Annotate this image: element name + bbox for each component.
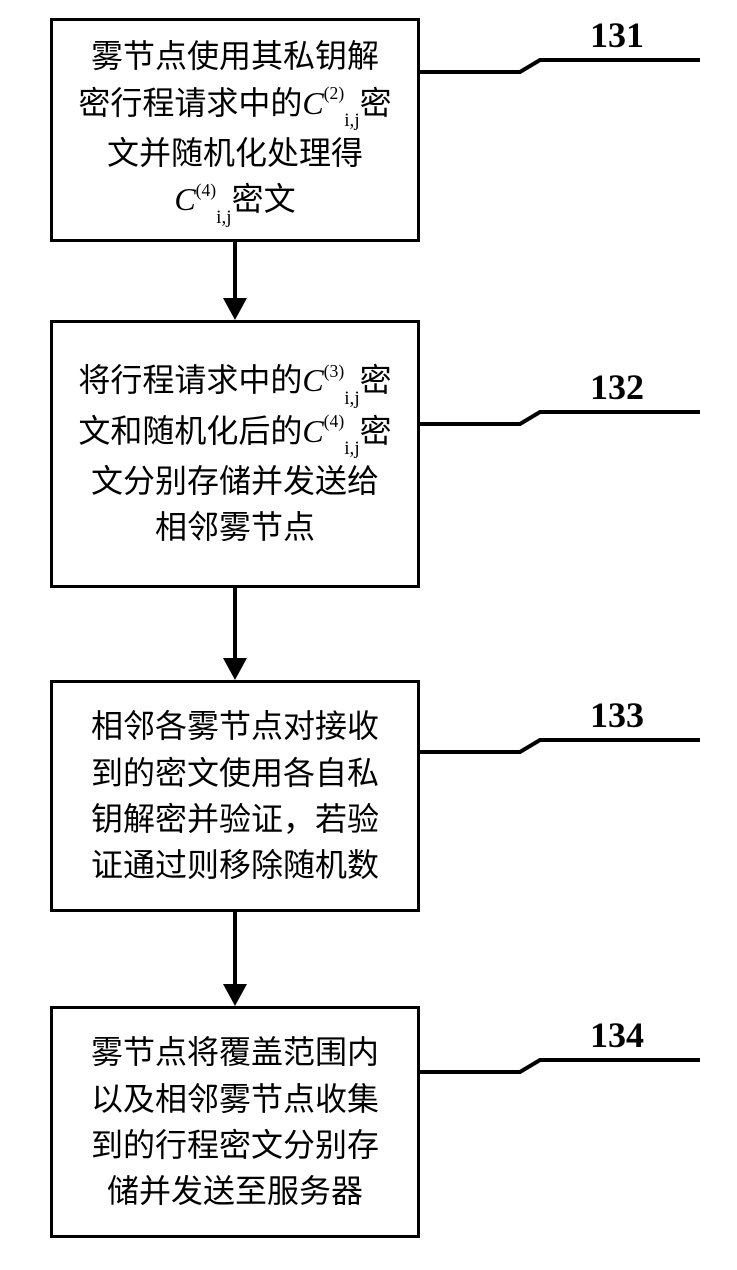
flowchart-page: 雾节点使用其私钥解 密行程请求中的C(2)i,j密 文并随机化处理得 C(4)i… — [0, 0, 737, 1270]
flow-node-133-content: 相邻各雾节点对接收 到的密文使用各自私 钥解密并验证，若验 证通过则移除随机数 — [91, 703, 379, 889]
n134-l2: 以及相邻雾节点收集 — [91, 1081, 379, 1117]
callout-label-134: 134 — [590, 1014, 644, 1056]
callout-label-133: 133 — [590, 694, 644, 736]
n131-l2-sup: (2) — [324, 83, 345, 103]
n132-l1-post: 密 — [360, 362, 392, 398]
flow-node-132: 将行程请求中的C(3)i,j密 文和随机化后的C(4)i,j密 文分别存储并发送… — [50, 320, 420, 588]
flow-node-131: 雾节点使用其私钥解 密行程请求中的C(2)i,j密 文并随机化处理得 C(4)i… — [50, 18, 420, 242]
arrow-line-icon — [233, 242, 237, 298]
n131-l4-var: C — [174, 181, 195, 217]
n131-l4-post: 密文 — [232, 181, 296, 217]
flow-node-134: 雾节点将覆盖范围内 以及相邻雾节点收集 到的行程密文分别存 储并发送至服务器 — [50, 1006, 420, 1238]
n132-l1-sup: (3) — [324, 361, 345, 381]
arrow-down-icon — [223, 984, 247, 1006]
callout-label-132: 132 — [590, 366, 644, 408]
n131-l2-pre: 密行程请求中的 — [78, 85, 302, 121]
callout-leader-134 — [420, 1050, 700, 1090]
callout-leader-132 — [420, 402, 700, 442]
n132-l1-sub: i,j — [344, 388, 359, 409]
callout-label-131: 131 — [590, 14, 644, 56]
n131-l4-sup: (4) — [196, 180, 217, 200]
flow-node-131-content: 雾节点使用其私钥解 密行程请求中的C(2)i,j密 文并随机化处理得 C(4)i… — [78, 33, 391, 226]
n131-l2-var: C — [302, 85, 323, 121]
n134-l4: 储并发送至服务器 — [107, 1173, 363, 1209]
n131-l4-sub: i,j — [216, 207, 231, 228]
n132-l2-post: 密 — [360, 413, 392, 449]
n133-l4: 证通过则移除随机数 — [91, 847, 379, 883]
n131-l1: 雾节点使用其私钥解 — [91, 38, 379, 74]
n132-l1-pre: 将行程请求中的 — [78, 362, 302, 398]
n132-l2-pre: 文和随机化后的 — [78, 413, 302, 449]
flow-node-134-content: 雾节点将覆盖范围内 以及相邻雾节点收集 到的行程密文分别存 储并发送至服务器 — [91, 1029, 379, 1215]
flow-node-133: 相邻各雾节点对接收 到的密文使用各自私 钥解密并验证，若验 证通过则移除随机数 — [50, 680, 420, 912]
flow-node-132-content: 将行程请求中的C(3)i,j密 文和随机化后的C(4)i,j密 文分别存储并发送… — [78, 357, 391, 550]
n132-l2-sup: (4) — [324, 411, 345, 431]
n131-l3: 文并随机化处理得 — [107, 135, 363, 171]
n133-l2: 到的密文使用各自私 — [91, 755, 379, 791]
n132-l1-var: C — [302, 362, 323, 398]
callout-leader-133 — [420, 730, 700, 770]
arrow-line-icon — [233, 912, 237, 984]
n132-l4: 相邻雾节点 — [155, 509, 315, 545]
arrow-down-icon — [223, 298, 247, 320]
n132-l3: 文分别存储并发送给 — [91, 463, 379, 499]
n132-l2-var: C — [302, 413, 323, 449]
n133-l1: 相邻各雾节点对接收 — [91, 708, 379, 744]
callout-leader-131 — [420, 50, 700, 90]
arrow-down-icon — [223, 658, 247, 680]
n132-l2-sub: i,j — [344, 438, 359, 459]
arrow-line-icon — [233, 588, 237, 658]
n134-l1: 雾节点将覆盖范围内 — [91, 1034, 379, 1070]
n133-l3: 钥解密并验证，若验 — [91, 801, 379, 837]
n131-l2-post: 密 — [360, 85, 392, 121]
n134-l3: 到的行程密文分别存 — [91, 1127, 379, 1163]
n131-l2-sub: i,j — [344, 110, 359, 131]
